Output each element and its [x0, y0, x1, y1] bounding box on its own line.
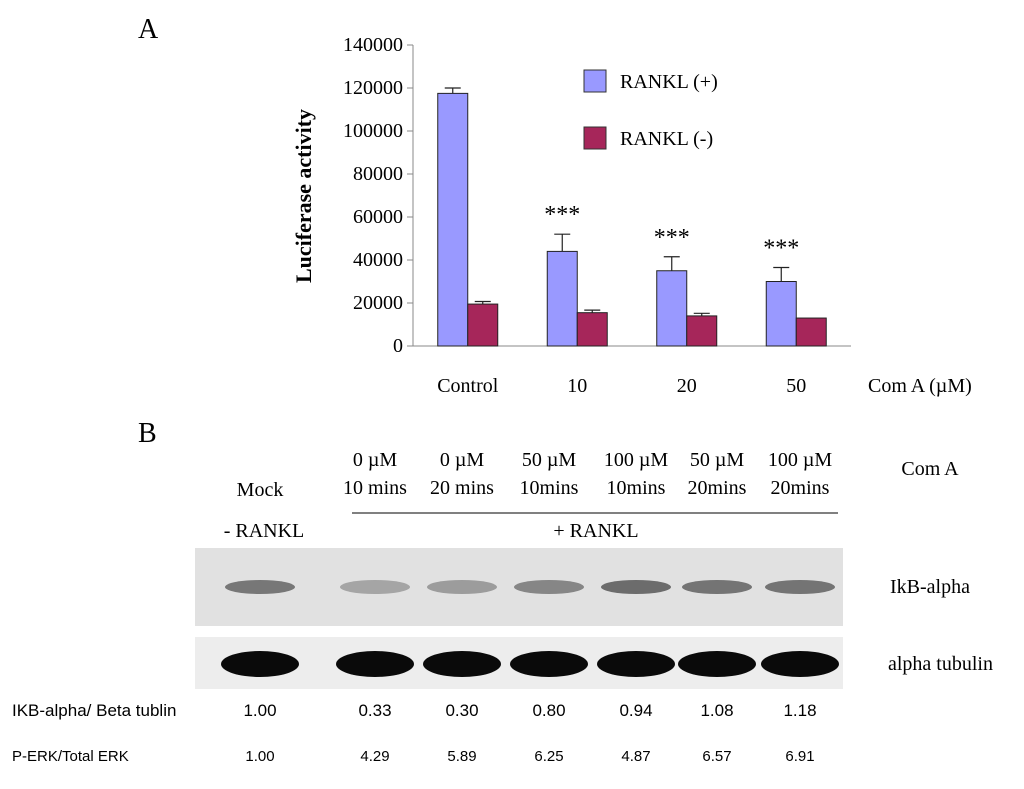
quantification-table: IKB-alpha/ Beta tublin 1.00 0.33 0.30 0.80 0.…	[12, 701, 817, 765]
lane-concentration: 50 µM	[690, 449, 745, 471]
lane-concentration: 100 µM	[604, 449, 669, 471]
bar-rankl-minus	[467, 303, 499, 347]
blot-band	[336, 651, 414, 677]
lane-time: 10mins	[520, 477, 579, 499]
quant-row-label: P-ERK/Total ERK	[12, 748, 129, 765]
lane-time: 10mins	[607, 477, 666, 499]
lane-headers: 0 µM 10 mins 0 µM 20 mins 50 µM 10mins 100 µM 1…	[343, 449, 832, 499]
blot-images	[195, 548, 843, 689]
blot-band	[221, 651, 299, 677]
x-tick-label: Control	[437, 375, 499, 397]
bar-chart: 020000400006000080000100000120000140000 …	[291, 34, 972, 397]
significance-stars: ***	[654, 225, 690, 251]
x-tick-label: 10	[567, 375, 587, 397]
quant-row-label: IKB-alpha/ Beta tublin	[12, 701, 176, 720]
quant-value: 0.33	[358, 701, 391, 720]
x-tick-label: 20	[677, 375, 697, 397]
bar-rankl-plus	[765, 281, 797, 347]
mock-label: Mock	[237, 479, 284, 501]
ikb-alpha-row-label: IkB-alpha	[890, 576, 970, 598]
legend-label-rankl-minus: RANKL (-)	[620, 128, 713, 150]
panel-b-label: B	[138, 418, 157, 449]
quant-value: 1.08	[700, 701, 733, 720]
blot-band	[765, 580, 835, 594]
blot-band	[682, 580, 752, 594]
blot-band	[340, 580, 410, 594]
quant-value: 4.87	[621, 748, 650, 765]
y-tick-label: 80000	[353, 163, 403, 185]
plus-rankl-label: + RANKL	[553, 520, 638, 542]
lane-time: 10 mins	[343, 477, 407, 499]
bar-rankl-minus	[576, 312, 608, 347]
blot-band	[510, 651, 588, 677]
bar-rankl-plus	[656, 270, 688, 347]
blot-header: Mock - RANKL 0 µM 10 mins 0 µM 20 mins 50 µM…	[224, 449, 959, 542]
bar-rankl-plus	[437, 92, 469, 347]
lane-concentration: 0 µM	[440, 449, 485, 471]
lane-time: 20mins	[688, 477, 747, 499]
quant-value: 6.91	[785, 748, 814, 765]
legend-label-rankl-plus: RANKL (+)	[620, 71, 718, 93]
y-axis-title: Luciferase activity	[291, 109, 316, 283]
quant-value: 1.18	[783, 701, 816, 720]
y-tick-label: 120000	[343, 77, 403, 99]
panel-a-label: A	[138, 14, 159, 45]
y-tick-label: 20000	[353, 292, 403, 314]
x-tick-label: 50	[786, 375, 806, 397]
bars: *** *** ***	[437, 87, 827, 347]
significance-stars: ***	[763, 236, 799, 262]
lane-concentration: 50 µM	[522, 449, 577, 471]
lane-concentration: 100 µM	[768, 449, 833, 471]
lane-concentration: 0 µM	[353, 449, 398, 471]
y-tick-label: 0	[393, 335, 403, 357]
treatment-label: Com A	[901, 458, 959, 480]
legend-swatch-rankl-plus	[583, 69, 607, 93]
blot-band	[597, 651, 675, 677]
quant-value: 5.89	[447, 748, 476, 765]
quant-value: 6.25	[534, 748, 563, 765]
blot-band	[225, 580, 295, 594]
blot-row-labels: IkB-alpha alpha tubulin	[888, 576, 993, 675]
blot-band	[514, 580, 584, 594]
quant-value: 0.94	[619, 701, 652, 720]
lane-time: 20 mins	[430, 477, 494, 499]
bar-rankl-plus	[546, 250, 578, 347]
quant-value: 1.00	[245, 748, 274, 765]
legend: RANKL (+) RANKL (-)	[583, 69, 718, 150]
y-tick-label: 140000	[343, 34, 403, 56]
quant-value: 1.00	[243, 701, 276, 720]
quant-value: 6.57	[702, 748, 731, 765]
quant-value: 0.30	[445, 701, 478, 720]
bar-rankl-minus	[686, 315, 718, 347]
blot-band	[601, 580, 671, 594]
legend-swatch-rankl-minus	[583, 126, 607, 150]
x-tick-labels: Control 10 20 50	[437, 375, 806, 397]
y-tick-label: 60000	[353, 206, 403, 228]
blot-band	[423, 651, 501, 677]
blot-band	[678, 651, 756, 677]
lane-time: 20mins	[771, 477, 830, 499]
quant-value: 0.80	[532, 701, 565, 720]
x-axis-title: Com A (µM)	[868, 375, 972, 397]
significance-stars: ***	[544, 202, 580, 228]
quant-value: 4.29	[360, 748, 389, 765]
y-tick-label: 40000	[353, 249, 403, 271]
alpha-tubulin-row-label: alpha tubulin	[888, 653, 993, 675]
blot-band	[761, 651, 839, 677]
bar-rankl-minus	[795, 317, 827, 347]
blot-band	[427, 580, 497, 594]
y-ticks: 0 20000 40000 60000 80000 100000 120000 140000	[343, 34, 413, 357]
minus-rankl-label: - RANKL	[224, 520, 305, 542]
y-tick-label: 100000	[343, 120, 403, 142]
